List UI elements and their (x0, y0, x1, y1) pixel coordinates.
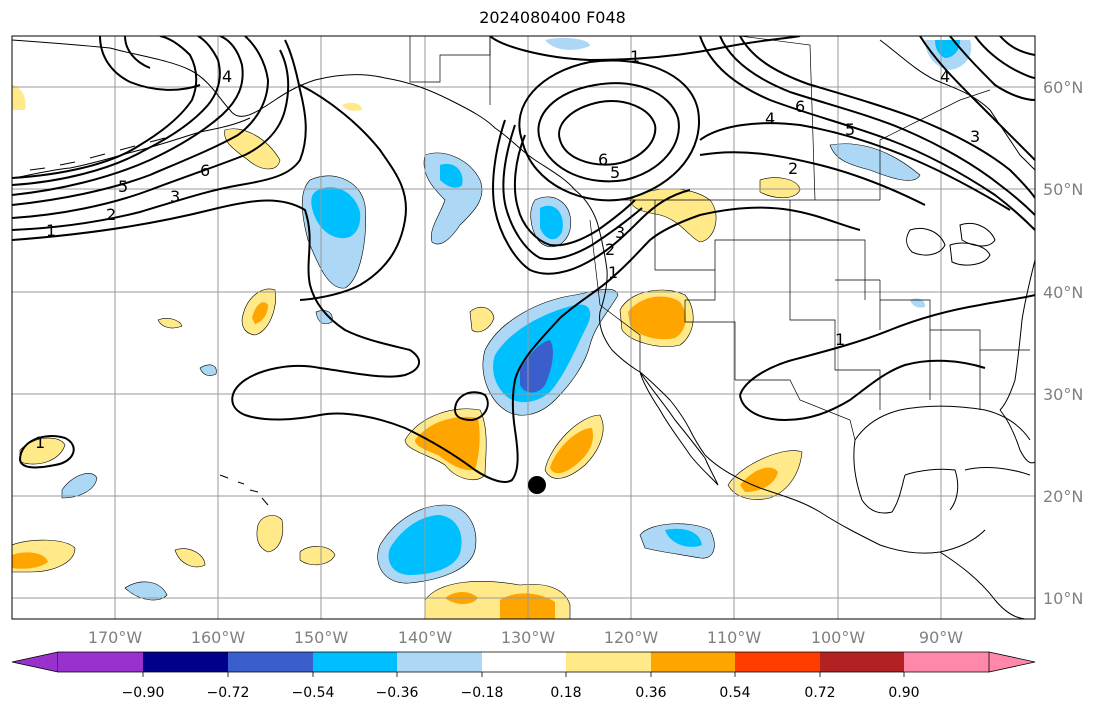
colorbar-segment (313, 652, 397, 672)
contour-label: 3 (970, 127, 980, 146)
colorbar-tick-label: 0.54 (719, 685, 750, 701)
latitude-label: 10°N (1043, 589, 1083, 608)
contour-label: 4 (940, 67, 950, 86)
contour-label: 4 (222, 67, 232, 86)
longitude-label: 110°W (707, 628, 762, 647)
colorbar-min-extend (11, 651, 59, 673)
map-title: 2024080400 F048 (479, 8, 626, 27)
coastlines (12, 39, 1035, 619)
latitude-label: 50°N (1043, 180, 1083, 199)
map-frame (11, 35, 1036, 620)
negative-anomaly-region (545, 38, 590, 50)
colorbar-tick-label: 0.18 (550, 685, 581, 701)
positive-anomaly-region (628, 296, 686, 340)
positive-anomaly-region (342, 102, 362, 111)
negative-anomaly-region (61, 473, 98, 499)
contour-label: 5 (610, 163, 620, 182)
colorbar-segment (58, 652, 143, 672)
contour-label: 2 (788, 159, 798, 178)
positive-anomaly-region (252, 302, 268, 324)
negative-anomaly-region (199, 364, 217, 376)
colorbar-segment (482, 652, 566, 672)
colorbar-tick-label: −0.54 (292, 685, 335, 701)
contour-label: 6 (598, 150, 608, 169)
colorbar-tick-label: −0.72 (207, 685, 250, 701)
longitude-label: 140°W (398, 628, 453, 647)
colorbar-tick-label: 0.90 (888, 685, 919, 701)
positive-anomaly-region (759, 177, 801, 199)
colorbar-segment (228, 652, 313, 672)
positive-anomaly-region (12, 85, 26, 110)
negative-anomaly-region (124, 581, 168, 601)
contour-label: 6 (200, 161, 210, 180)
political-borders (409, 36, 1030, 441)
contour-labels: 1 2 3 4 5 6 1 6 5 2 1 3 4 6 5 2 1 4 3 1 (35, 47, 980, 452)
contour-label: 1 (35, 433, 45, 452)
longitude-label: 170°W (88, 628, 143, 647)
contour-label: 5 (845, 120, 855, 139)
positive-anomaly-region (224, 128, 281, 170)
positive-anomaly-region (469, 306, 495, 333)
longitude-label: 90°W (919, 628, 963, 647)
colorbar: −0.90 −0.72 −0.54 −0.36 −0.18 0.18 0.36 … (11, 651, 1036, 701)
contour-label: 6 (795, 97, 805, 116)
negative-anomaly-region (311, 187, 361, 239)
colorbar-segment (735, 652, 820, 672)
positive-anomaly-region (12, 552, 48, 569)
colorbar-segment (651, 652, 735, 672)
latitude-label: 20°N (1043, 487, 1083, 506)
contour-label: 3 (615, 223, 625, 242)
contour-label: 5 (118, 177, 128, 196)
positive-anomaly-region (19, 437, 66, 465)
colorbar-segment (904, 652, 989, 672)
longitude-label: 120°W (604, 628, 659, 647)
longitude-label: 130°W (501, 628, 556, 647)
contour-label: 1 (835, 330, 845, 349)
colorbar-tick-label: −0.18 (461, 685, 504, 701)
colorbar-max-extend (988, 651, 1036, 673)
colorbar-tick-label: −0.36 (376, 685, 419, 701)
negative-anomaly-region (665, 528, 702, 547)
longitude-label: 100°W (811, 628, 866, 647)
latitude-label: 60°N (1043, 78, 1083, 97)
colorbar-segment (143, 652, 228, 672)
contour-label: 2 (605, 240, 615, 259)
contour-label: 2 (106, 205, 116, 224)
latitude-axis: 60°N 50°N 40°N 30°N 20°N 10°N (1043, 78, 1083, 608)
negative-anomaly-region (440, 163, 463, 188)
positive-anomaly-region (256, 515, 284, 553)
positive-anomaly-region (299, 546, 336, 566)
negative-anomaly-region (540, 205, 563, 240)
positive-anomaly-region (174, 548, 206, 568)
contour-label: 3 (170, 187, 180, 206)
colorbar-segment (397, 652, 482, 672)
longitude-label: 160°W (191, 628, 246, 647)
storm-center-marker (528, 476, 546, 494)
contour-lines (12, 36, 1035, 483)
contour-label: 1 (630, 47, 640, 66)
positive-anomaly-region (157, 318, 183, 329)
longitude-label: 150°W (294, 628, 349, 647)
positive-anomaly-region (550, 428, 594, 474)
colorbar-segment (820, 652, 904, 672)
contour-label: 4 (765, 109, 775, 128)
colorbar-tick-label: −0.90 (122, 685, 165, 701)
positive-anomaly-region (415, 416, 480, 471)
positive-anomaly-region (740, 467, 778, 492)
contour-label: 1 (46, 221, 56, 240)
latitude-label: 30°N (1043, 385, 1083, 404)
latitude-label: 40°N (1043, 283, 1083, 302)
colorbar-tick-label: 0.36 (635, 685, 666, 701)
graticule (12, 36, 1035, 619)
negative-anomaly-region (829, 143, 921, 181)
contour-label: 1 (608, 263, 618, 282)
negative-anomaly-region (910, 298, 926, 308)
negative-anomaly-region (423, 152, 483, 245)
colorbar-tick-label: 0.72 (804, 685, 835, 701)
longitude-axis: 170°W 160°W 150°W 140°W 130°W 120°W 110°… (88, 628, 963, 647)
colorbar-segment (566, 652, 651, 672)
